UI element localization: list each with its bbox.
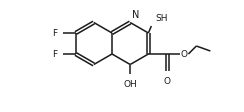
- Text: O: O: [164, 76, 171, 85]
- Text: SH: SH: [155, 14, 168, 23]
- Text: N: N: [132, 10, 140, 20]
- Text: OH: OH: [123, 80, 137, 89]
- Text: O: O: [181, 50, 188, 59]
- Text: F: F: [52, 29, 58, 38]
- Text: F: F: [52, 50, 58, 59]
